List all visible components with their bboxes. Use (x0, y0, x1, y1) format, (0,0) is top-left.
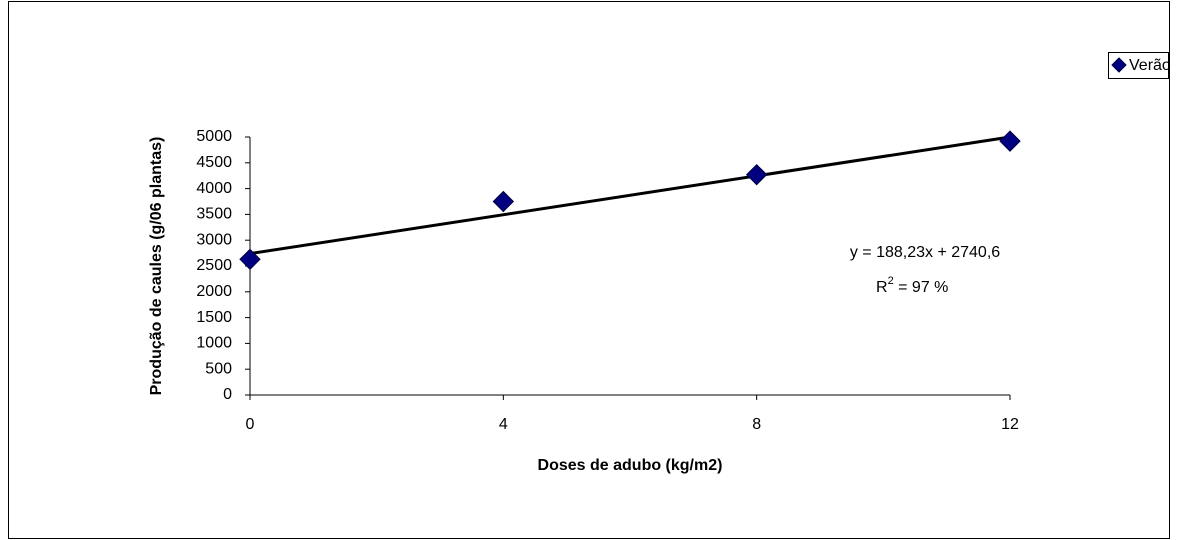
legend-marker (1111, 57, 1127, 73)
point (745, 163, 768, 186)
y-tick-label: 0 (223, 386, 232, 403)
trendline (249, 135, 1011, 256)
point (492, 190, 515, 213)
x-tick-label: 12 (1001, 416, 1019, 433)
trendline-equation: y = 188,23x + 2740,6 (850, 244, 1000, 261)
y-tick-label: 1500 (196, 309, 232, 326)
r-exponent: 2 (888, 275, 894, 287)
point (999, 130, 1021, 152)
y-axis-title: Produção de caules (g/06 plantas) (148, 137, 165, 396)
y-tick-label: 3500 (196, 206, 232, 223)
y-tick-label: 1000 (196, 335, 232, 352)
x-tick-label: 0 (246, 416, 255, 433)
y-tick-label: 2500 (196, 257, 232, 274)
y-tick-label: 2000 (196, 283, 232, 300)
x-tick-label: 4 (499, 416, 508, 433)
legend-label: Verão (1129, 57, 1171, 74)
point (239, 248, 261, 270)
chart-border (8, 1, 1170, 539)
x-tick-label: 8 (752, 416, 761, 433)
r-symbol: R (876, 279, 888, 296)
y-tick-label: 4000 (196, 180, 232, 197)
y-tick-label: 5000 (196, 128, 232, 145)
r-text: = 97 % (894, 279, 949, 296)
r-squared: R2 = 97 % (876, 275, 948, 296)
y-tick-label: 4500 (196, 154, 232, 171)
y-tick-label: 500 (205, 360, 232, 377)
x-axis-title: Doses de adubo (kg/m2) (538, 457, 723, 474)
y-tick-label: 3000 (196, 231, 232, 248)
